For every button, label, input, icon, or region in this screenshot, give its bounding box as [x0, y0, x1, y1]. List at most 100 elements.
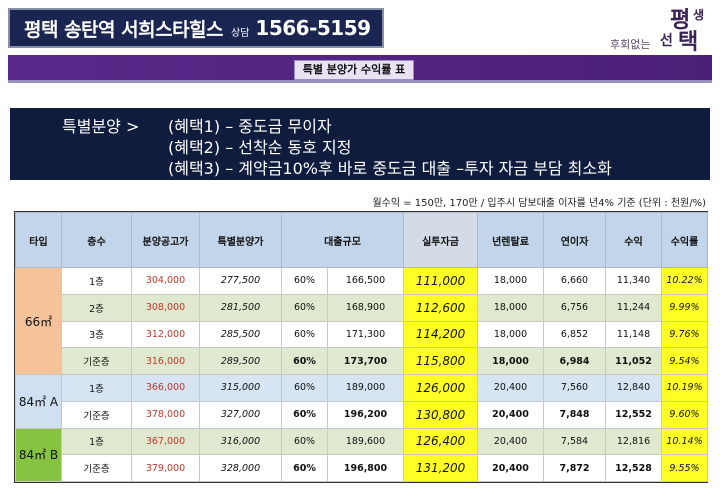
yield-table: 타입 층수 분양공고가 특별분양가 대출규모 실투자금 년렌탈료 연이자 수익 …: [15, 212, 708, 482]
investment-cell: 130,800: [403, 400, 478, 429]
list-price-cell: 312,000: [131, 320, 200, 349]
floor-cell: 기준층: [61, 347, 132, 375]
list-price-cell: 378,000: [131, 400, 200, 429]
rent-cell: 20,400: [477, 427, 544, 456]
rate-cell: 10.14%: [661, 427, 708, 456]
header-investment: 실투자금: [403, 212, 478, 268]
header-rent: 년렌탈료: [477, 212, 544, 268]
logo-char-4: 택: [678, 30, 699, 55]
floor-cell: 기준층: [61, 454, 132, 482]
profit-cell: 12,840: [605, 374, 662, 402]
table-row: 3층 312,000 285,500 60% 171,300 114,200 1…: [16, 320, 708, 349]
profit-cell: 12,552: [605, 400, 662, 429]
rent-cell: 18,000: [477, 293, 544, 322]
rate-cell: 9.55%: [661, 454, 708, 482]
interest-cell: 7,560: [543, 374, 606, 402]
interest-cell: 6,756: [543, 293, 606, 322]
floor-cell: 1층: [61, 374, 132, 402]
brand-logo: 평 생 후회없는 선 택: [608, 4, 708, 56]
profit-cell: 12,528: [605, 454, 662, 482]
list-price-cell: 367,000: [131, 427, 200, 456]
investment-cell: 131,200: [403, 454, 478, 482]
table-row: 84㎡ B 1층 367,000 316,000 60% 189,600 126…: [15, 427, 708, 482]
table-row: 66㎡ 1층 304,000 277,500 60% 166,500 111,0…: [15, 267, 708, 375]
special-price-cell: 289,500: [199, 347, 282, 375]
special-price-cell: 277,500: [199, 267, 282, 295]
profit-cell: 11,148: [605, 320, 662, 349]
list-price-cell: 366,000: [131, 374, 200, 402]
special-price-cell: 316,000: [199, 427, 282, 456]
rent-cell: 20,400: [477, 454, 544, 482]
unit-note: 월수익 = 150만, 170만 / 입주시 담보대출 이자를 년4% 기준 (…: [372, 198, 706, 209]
loan-amount-cell: 166,500: [327, 267, 404, 295]
benefit-line-2: (혜택2) – 선착순 동호 지정: [168, 138, 352, 157]
loan-ratio-cell: 60%: [281, 320, 328, 349]
header-type: 타입: [15, 212, 62, 268]
interest-cell: 6,660: [543, 267, 606, 295]
profit-cell: 12,816: [605, 427, 662, 456]
page-title: 평택 송탄역 서희스타힐스: [24, 18, 224, 41]
special-price-cell: 328,000: [199, 454, 282, 482]
investment-cell: 114,200: [403, 320, 478, 349]
investment-cell: 115,800: [403, 347, 478, 375]
loan-amount-cell: 168,900: [327, 293, 404, 322]
type-cell-84b: 84㎡ B: [15, 427, 62, 482]
rate-cell: 10.19%: [661, 374, 708, 402]
floor-cell: 2층: [61, 293, 132, 322]
list-price-cell: 316,000: [131, 347, 200, 375]
benefit-line-3: (혜택3) – 계약금10%후 바로 중도금 대출 –투자 자금 부담 최소화: [168, 159, 612, 178]
loan-ratio-cell: 60%: [281, 267, 328, 295]
rent-cell: 20,400: [477, 400, 544, 429]
loan-ratio-cell: 60%: [281, 293, 328, 322]
benefit-title: 특별분양 >: [62, 117, 140, 136]
section-label: 특별 분양가 수익률 표: [294, 60, 414, 80]
table-row: 기준층 316,000 289,500 60% 173,700 115,800 …: [16, 347, 708, 375]
rent-cell: 18,000: [477, 320, 544, 349]
investment-cell: 126,400: [403, 427, 478, 456]
profit-cell: 11,340: [605, 267, 662, 295]
rate-cell: 9.54%: [661, 347, 708, 375]
benefit-box: 특별분양 > (혜택1) – 중도금 무이자 (혜택2) – 선착순 동호 지정…: [10, 108, 710, 180]
profit-cell: 11,052: [605, 347, 662, 375]
type-cell-66: 66㎡: [15, 267, 62, 375]
rent-cell: 20,400: [477, 374, 544, 402]
loan-amount-cell: 173,700: [327, 347, 404, 375]
rate-cell: 9.60%: [661, 400, 708, 429]
loan-ratio-cell: 60%: [281, 374, 328, 402]
list-price-cell: 379,000: [131, 454, 200, 482]
table-row: 기준층 378,000 327,000 60% 196,200 130,800 …: [16, 400, 708, 429]
rate-cell: 9.99%: [661, 293, 708, 322]
loan-amount-cell: 189,000: [327, 374, 404, 402]
header-loan: 대출규모: [281, 212, 404, 268]
section-header-bar: 특별 분양가 수익률 표: [8, 55, 712, 83]
floor-cell: 기준층: [61, 400, 132, 429]
rent-cell: 18,000: [477, 347, 544, 375]
floor-cell: 1층: [61, 427, 132, 456]
header-list-price: 분양공고가: [131, 212, 200, 268]
interest-cell: 6,984: [543, 347, 606, 375]
rate-cell: 10.22%: [661, 267, 708, 295]
special-price-cell: 327,000: [199, 400, 282, 429]
yield-table-frame: 타입 층수 분양공고가 특별분양가 대출규모 실투자금 년렌탈료 연이자 수익 …: [14, 211, 708, 483]
list-price-cell: 304,000: [131, 267, 200, 295]
interest-cell: 6,852: [543, 320, 606, 349]
phone-number[interactable]: 1566-5159: [255, 16, 371, 40]
rent-cell: 18,000: [477, 267, 544, 295]
logo-char-1: 평: [670, 8, 691, 33]
consult-label: 상담: [231, 27, 250, 39]
profit-cell: 11,244: [605, 293, 662, 322]
type-cell-84a: 84㎡ A: [15, 374, 62, 429]
interest-cell: 7,872: [543, 454, 606, 482]
logo-char-3: 선: [660, 33, 673, 49]
header-interest: 연이자: [543, 212, 606, 268]
header-rate: 수익률: [661, 212, 708, 268]
loan-ratio-cell: 60%: [281, 454, 328, 482]
benefit-line-1: (혜택1) – 중도금 무이자: [168, 117, 332, 136]
interest-cell: 7,584: [543, 427, 606, 456]
interest-cell: 7,848: [543, 400, 606, 429]
header-profit: 수익: [605, 212, 662, 268]
investment-cell: 111,000: [403, 267, 478, 295]
loan-ratio-cell: 60%: [281, 400, 328, 429]
loan-amount-cell: 189,600: [327, 427, 404, 456]
table-row: 84㎡ A 1층 366,000 315,000 60% 189,000 126…: [15, 374, 708, 429]
